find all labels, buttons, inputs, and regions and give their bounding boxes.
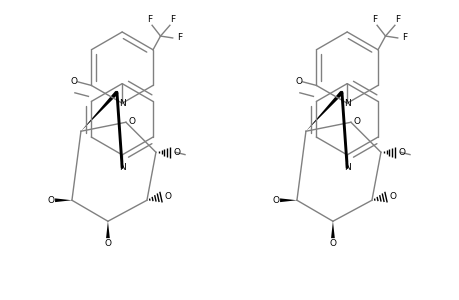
Text: F: F	[401, 33, 406, 42]
Text: O: O	[174, 148, 180, 157]
Text: O: O	[104, 239, 111, 248]
Text: N: N	[343, 99, 350, 108]
Text: N: N	[118, 99, 125, 108]
Text: F: F	[147, 15, 152, 24]
Text: N: N	[343, 163, 350, 172]
Polygon shape	[305, 91, 343, 131]
Text: F: F	[371, 15, 376, 24]
Polygon shape	[330, 221, 334, 238]
Text: O: O	[398, 148, 405, 157]
Text: O: O	[329, 239, 336, 248]
Text: O: O	[272, 196, 279, 205]
Polygon shape	[280, 198, 297, 202]
Text: O: O	[353, 117, 359, 126]
Text: F: F	[177, 33, 182, 42]
Text: O: O	[389, 191, 396, 200]
Text: F: F	[394, 15, 399, 24]
Text: O: O	[70, 77, 77, 86]
Polygon shape	[55, 198, 72, 202]
Text: O: O	[128, 117, 135, 126]
Polygon shape	[81, 91, 118, 131]
Text: O: O	[164, 191, 171, 200]
Text: O: O	[294, 77, 302, 86]
Text: F: F	[169, 15, 174, 24]
Text: O: O	[47, 196, 54, 205]
Text: N: N	[118, 163, 125, 172]
Polygon shape	[106, 221, 110, 238]
